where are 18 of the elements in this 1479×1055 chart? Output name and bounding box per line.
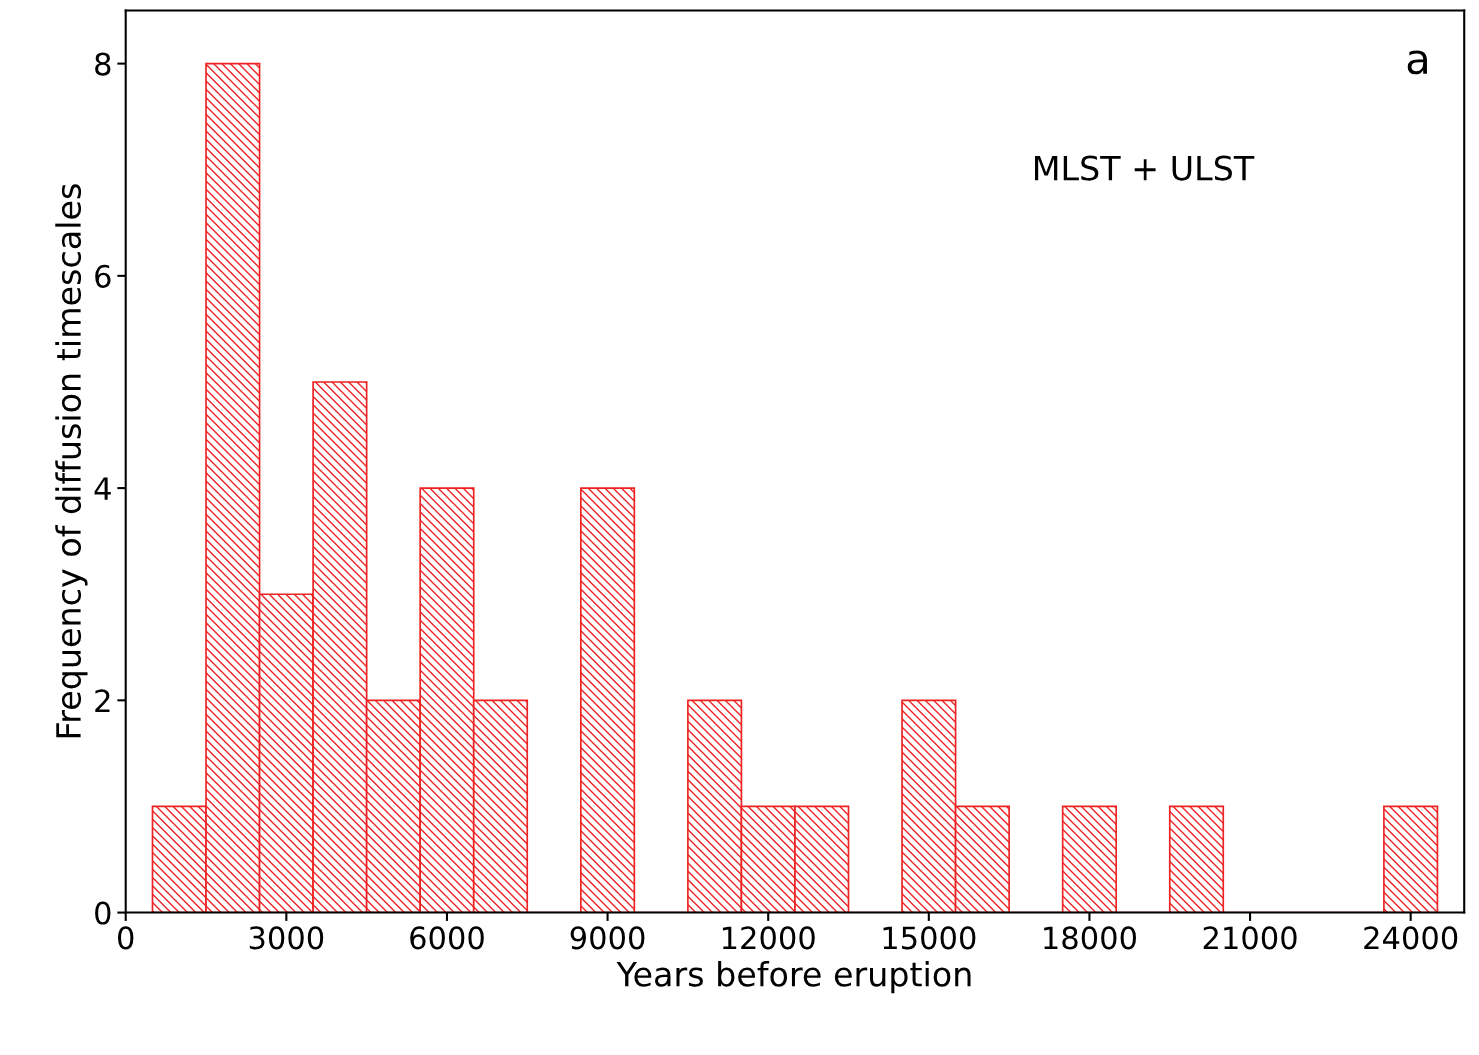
y-axis-title: Frequency of diffusion timescales <box>55 184 88 738</box>
x-tick-label: 12000 <box>722 926 815 950</box>
y-tick-label: 4 <box>94 477 111 500</box>
x-tick-label: 6000 <box>410 926 484 950</box>
x-tick-label: 15000 <box>883 926 976 950</box>
y-tick-label: 2 <box>95 689 110 712</box>
x-tick-label: 9000 <box>570 926 645 950</box>
annotation: a <box>1407 50 1427 75</box>
x-tick-label: 21000 <box>1203 926 1297 950</box>
x-tick-label: 3000 <box>249 926 324 950</box>
annotation: MLST + ULST <box>1035 155 1255 181</box>
x-tick-label: 24000 <box>1364 926 1458 950</box>
x-tick-label: 18000 <box>1044 926 1136 950</box>
y-tick-label: 8 <box>95 52 111 76</box>
x-axis-title: Years before eruption <box>616 960 971 994</box>
y-tick-label: 6 <box>95 264 111 288</box>
x-tick-label: 0 <box>118 926 134 950</box>
y-tick-label: 0 <box>95 901 111 925</box>
